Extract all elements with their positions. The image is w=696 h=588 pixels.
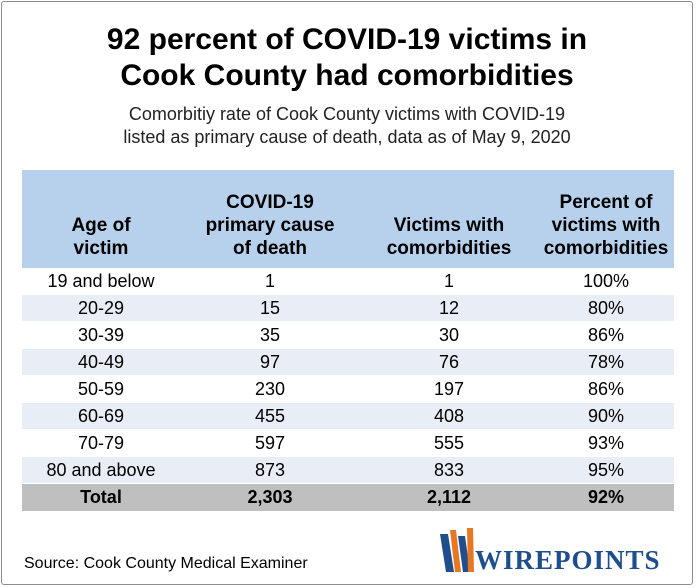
chart-subtitle: Comorbitiy rate of Cook County victims w… xyxy=(2,103,692,149)
column-header-comorbidities: Victims with comorbidities xyxy=(360,170,538,268)
table-cell: 40-49 xyxy=(22,348,180,376)
table-cell: 597 xyxy=(180,429,360,457)
header-line: Percent of xyxy=(559,192,653,213)
header-line: primary cause xyxy=(205,215,335,236)
source-note: Source: Cook County Medical Examiner xyxy=(24,555,308,572)
table-row: 40-49 97 76 78% xyxy=(22,348,674,376)
table-cell: 100% xyxy=(538,268,674,295)
table-cell: 12 xyxy=(360,294,538,322)
total-cell: 2,303 xyxy=(180,483,360,511)
table-row: 19 and below 1 1 100% xyxy=(22,268,674,295)
table-cell: 60-69 xyxy=(22,402,180,430)
table-cell: 35 xyxy=(180,321,360,349)
header-line: victim xyxy=(73,238,129,259)
column-header-age: Age of victim xyxy=(22,170,180,268)
wirepoints-logo-icon xyxy=(440,528,474,572)
table-cell: 97 xyxy=(180,348,360,376)
table-cell: 19 and below xyxy=(22,268,180,295)
header-line: comorbidities xyxy=(543,238,669,259)
chart-title: 92 percent of COVID-19 victims in Cook C… xyxy=(2,22,692,94)
table-cell: 1 xyxy=(360,268,538,295)
table-cell: 80 and above xyxy=(22,456,180,484)
subtitle-line-1: Comorbitiy rate of Cook County victims w… xyxy=(128,104,566,124)
table-cell: 95% xyxy=(538,456,674,484)
table-cell: 93% xyxy=(538,429,674,457)
table-cell: 197 xyxy=(360,375,538,403)
header-line: victims with xyxy=(551,215,661,236)
table-cell: 30-39 xyxy=(22,321,180,349)
title-line-2: Cook County had comorbidities xyxy=(120,59,574,92)
table-row: 30-39 35 30 86% xyxy=(22,321,674,349)
table-row: 70-79 597 555 93% xyxy=(22,429,674,457)
data-table: Age of victim COVID-19 primary cause of … xyxy=(22,170,674,511)
logo-text: WIREPOINTS xyxy=(475,545,661,575)
table-cell: 76 xyxy=(360,348,538,376)
table-cell: 86% xyxy=(538,321,674,349)
table-row: 50-59 230 197 86% xyxy=(22,375,674,403)
table-cell: 90% xyxy=(538,402,674,430)
table-cell: 1 xyxy=(180,268,360,295)
table-cell: 50-59 xyxy=(22,375,180,403)
column-header-covid-deaths: COVID-19 primary cause of death xyxy=(180,170,360,268)
table-cell: 15 xyxy=(180,294,360,322)
table-cell: 30 xyxy=(360,321,538,349)
header-line: comorbidities xyxy=(386,238,512,259)
table-cell: 20-29 xyxy=(22,294,180,322)
table-cell: 833 xyxy=(360,456,538,484)
title-line-1: 92 percent of COVID-19 victims in xyxy=(106,23,588,56)
table-cell: 455 xyxy=(180,402,360,430)
header-line: Victims with xyxy=(393,215,505,236)
table-cell: 80% xyxy=(538,294,674,322)
table-cell: 873 xyxy=(180,456,360,484)
table-cell: 230 xyxy=(180,375,360,403)
total-cell: Total xyxy=(22,483,180,511)
table-body: 19 and below 1 1 100% 20-29 15 12 80% 30-39 35 30 8… xyxy=(22,268,674,511)
subtitle-line-2: listed as primary cause of death, data a… xyxy=(123,127,571,147)
table-cell: 408 xyxy=(360,402,538,430)
total-row: Total 2,303 2,112 92% xyxy=(22,483,674,511)
total-cell: 92% xyxy=(538,483,674,511)
table-cell: 78% xyxy=(538,348,674,376)
header-line: COVID-19 xyxy=(226,192,314,213)
table-cell: 555 xyxy=(360,429,538,457)
header-line: Age of xyxy=(71,215,131,236)
total-cell: 2,112 xyxy=(360,483,538,511)
table-row: 60-69 455 408 90% xyxy=(22,402,674,430)
table-row: 20-29 15 12 80% xyxy=(22,294,674,322)
header-line: of death xyxy=(233,238,307,259)
column-header-percent: Percent of victims with comorbidities xyxy=(538,170,674,268)
header-row: Age of victim COVID-19 primary cause of … xyxy=(22,170,674,268)
table-cell: 86% xyxy=(538,375,674,403)
table-cell: 70-79 xyxy=(22,429,180,457)
table-row: 80 and above 873 833 95% xyxy=(22,456,674,484)
